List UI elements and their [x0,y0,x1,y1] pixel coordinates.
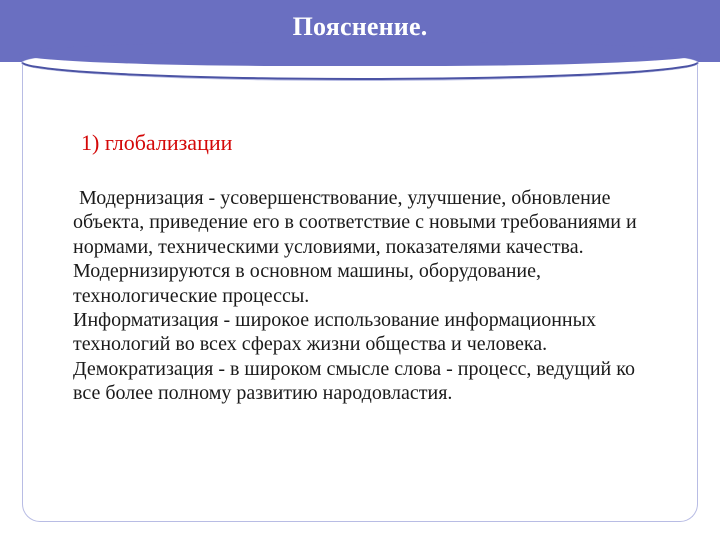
paragraph-3: Демократизация - в широком смысле слова … [73,357,655,406]
answer-line: 1) глобализации [81,130,655,156]
body-text: Модернизация - усовершенствование, улучш… [73,186,655,406]
slide-title: Пояснение. [0,12,720,42]
content-frame: 1) глобализации Модернизация - усовершен… [22,64,698,522]
paragraph-1: Модернизация - усовершенствование, улучш… [73,186,655,308]
paragraph-2: Информатизация - широкое использование и… [73,308,655,357]
